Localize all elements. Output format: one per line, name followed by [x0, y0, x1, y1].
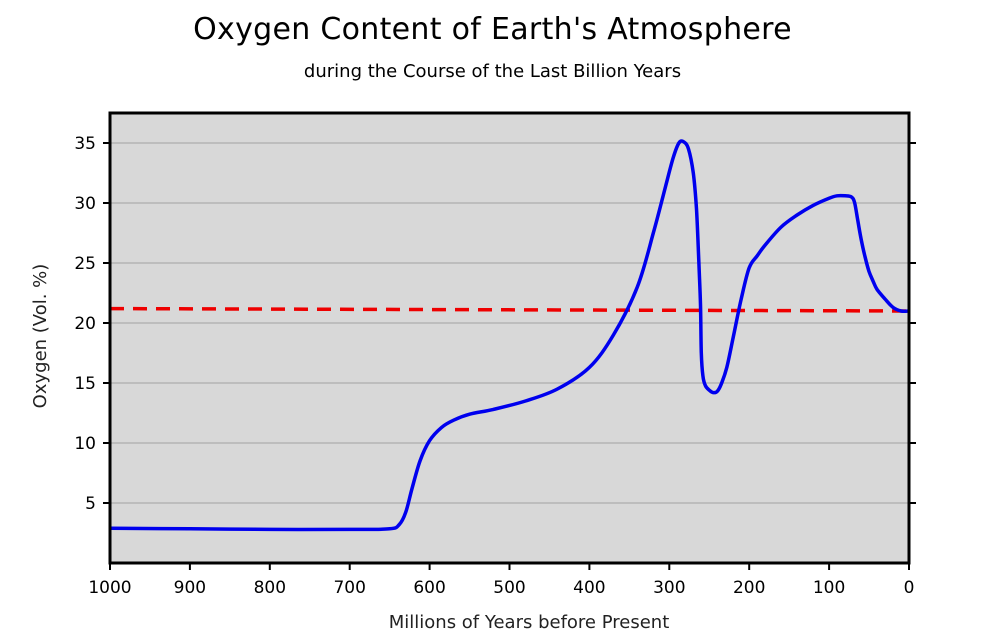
x-tick-label: 100	[813, 578, 845, 598]
chart-subtitle: during the Course of the Last Billion Ye…	[303, 61, 682, 82]
y-tick-label: 35	[74, 134, 96, 154]
x-tick-label: 1000	[88, 578, 131, 598]
y-tick-label: 30	[74, 194, 96, 214]
series-layer	[109, 139, 910, 532]
y-tick-label: 10	[74, 434, 96, 454]
x-tick-label: 400	[573, 578, 605, 598]
x-tick-label: 800	[254, 578, 286, 598]
reference-line	[109, 306, 910, 313]
y-tick-label: 15	[74, 374, 96, 394]
x-axis-ticks: 1000 900 800 700 600 500 400 300 200 100 0	[88, 563, 914, 598]
plot-background	[110, 113, 909, 563]
x-tick-label: 600	[413, 578, 445, 598]
x-tick-label: 500	[493, 578, 525, 598]
y-tick-label: 20	[74, 314, 96, 334]
y-tick-label: 5	[85, 494, 96, 514]
y-axis-label: Oxygen (Vol. %)	[30, 264, 51, 409]
chart-title: Oxygen Content of Earth's Atmosphere	[193, 12, 792, 47]
x-tick-label: 700	[333, 578, 365, 598]
x-axis-label: Millions of Years before Present	[389, 612, 670, 633]
grid-lines	[110, 142, 909, 504]
x-tick-label: 900	[174, 578, 206, 598]
x-tick-label: 0	[904, 578, 915, 598]
y-axis-ticks: 5 10 15 20 25 30 35	[74, 134, 916, 514]
y-tick-label: 25	[74, 254, 96, 274]
oxygen-series-line	[109, 139, 910, 532]
x-tick-label: 200	[733, 578, 765, 598]
x-tick-label: 300	[653, 578, 685, 598]
